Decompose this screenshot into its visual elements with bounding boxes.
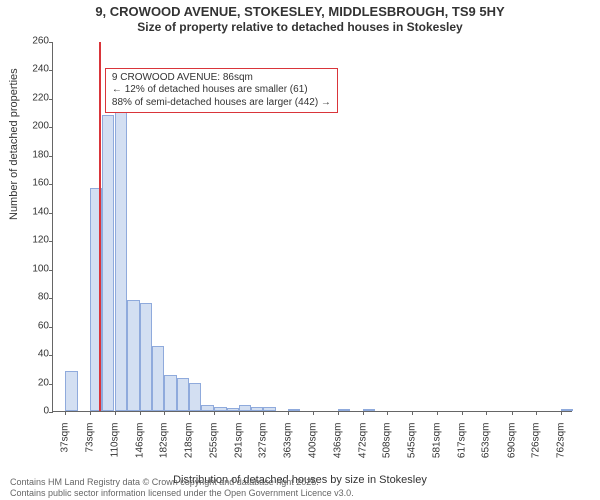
histogram-bar: [65, 371, 77, 411]
x-tick-label: 400sqm: [308, 423, 319, 459]
histogram-bar: [251, 407, 263, 411]
y-tick-mark: [49, 213, 53, 214]
histogram-bar: [363, 409, 375, 411]
histogram-bar: [227, 408, 239, 411]
footer-line: Contains HM Land Registry data © Crown c…: [10, 477, 354, 487]
x-tick-label: 110sqm: [110, 423, 121, 458]
x-tick-mark: [313, 411, 314, 415]
y-tick-mark: [49, 70, 53, 71]
y-tick-mark: [49, 355, 53, 356]
x-tick-mark: [140, 411, 141, 415]
histogram-bar: [164, 375, 176, 411]
x-tick-label: 726sqm: [531, 423, 542, 459]
x-tick-mark: [90, 411, 91, 415]
histogram-bar: [177, 378, 189, 411]
x-tick-label: 545sqm: [407, 423, 418, 459]
histogram-bar: [214, 407, 226, 411]
x-tick-label: 436sqm: [332, 423, 343, 459]
annotation-line: 88% of semi-detached houses are larger (…: [112, 97, 331, 110]
x-tick-mark: [239, 411, 240, 415]
y-axis-label: Number of detached properties: [8, 68, 20, 220]
x-tick-label: 327sqm: [258, 423, 269, 459]
annotation-line: ← 12% of detached houses are smaller (61…: [112, 84, 331, 97]
footer-attribution: Contains HM Land Registry data © Crown c…: [10, 477, 354, 498]
x-tick-label: 182sqm: [159, 423, 170, 459]
chart-title: 9, CROWOOD AVENUE, STOKESLEY, MIDDLESBRO…: [0, 4, 600, 20]
x-tick-mark: [363, 411, 364, 415]
x-tick-label: 37sqm: [60, 423, 71, 453]
x-tick-mark: [288, 411, 289, 415]
histogram-bar: [201, 405, 213, 411]
histogram-bar: [115, 112, 127, 411]
plot-area: 02040608010012014016018020022024026037sq…: [52, 42, 572, 412]
histogram-bar: [140, 303, 152, 411]
x-tick-label: 581sqm: [432, 423, 443, 459]
plot-wrap: 02040608010012014016018020022024026037sq…: [52, 42, 572, 412]
x-tick-mark: [189, 411, 190, 415]
chart-title-block: 9, CROWOOD AVENUE, STOKESLEY, MIDDLESBRO…: [0, 0, 600, 35]
x-tick-mark: [263, 411, 264, 415]
x-tick-mark: [512, 411, 513, 415]
x-tick-label: 472sqm: [357, 423, 368, 459]
x-tick-mark: [437, 411, 438, 415]
chart-subtitle: Size of property relative to detached ho…: [0, 20, 600, 35]
histogram-bar: [561, 409, 573, 411]
y-tick-mark: [49, 412, 53, 413]
histogram-bar: [152, 346, 164, 411]
x-tick-mark: [214, 411, 215, 415]
histogram-bar: [338, 409, 350, 411]
histogram-bar: [239, 405, 251, 411]
x-tick-mark: [536, 411, 537, 415]
histogram-bar: [102, 115, 114, 411]
x-tick-mark: [164, 411, 165, 415]
y-tick-mark: [49, 327, 53, 328]
annotation-line: 9 CROWOOD AVENUE: 86sqm: [112, 72, 331, 85]
y-tick-mark: [49, 241, 53, 242]
x-tick-mark: [115, 411, 116, 415]
x-tick-label: 690sqm: [506, 423, 517, 459]
x-tick-label: 762sqm: [555, 423, 566, 459]
histogram-bar: [263, 407, 275, 411]
y-tick-mark: [49, 270, 53, 271]
reference-line: [99, 42, 101, 411]
y-tick-mark: [49, 127, 53, 128]
x-tick-mark: [338, 411, 339, 415]
x-tick-label: 508sqm: [382, 423, 393, 459]
y-tick-mark: [49, 384, 53, 385]
x-tick-mark: [387, 411, 388, 415]
annotation-box: 9 CROWOOD AVENUE: 86sqm← 12% of detached…: [105, 68, 338, 114]
x-tick-mark: [561, 411, 562, 415]
x-tick-mark: [412, 411, 413, 415]
x-tick-label: 146sqm: [134, 423, 145, 459]
y-tick-mark: [49, 184, 53, 185]
y-tick-mark: [49, 298, 53, 299]
x-tick-mark: [486, 411, 487, 415]
footer-line: Contains public sector information licen…: [10, 488, 354, 498]
histogram-bar: [127, 300, 139, 411]
x-tick-label: 617sqm: [456, 423, 467, 459]
x-tick-label: 653sqm: [481, 423, 492, 459]
y-tick-mark: [49, 42, 53, 43]
x-tick-mark: [65, 411, 66, 415]
x-tick-label: 363sqm: [283, 423, 294, 459]
histogram-bar: [189, 383, 201, 411]
x-tick-mark: [462, 411, 463, 415]
x-tick-label: 73sqm: [84, 423, 95, 453]
y-tick-mark: [49, 156, 53, 157]
y-tick-mark: [49, 99, 53, 100]
x-tick-label: 291sqm: [233, 423, 244, 459]
y-tick-label: 0: [43, 406, 53, 417]
y-tick-label: 260: [32, 36, 53, 47]
x-tick-label: 255sqm: [209, 423, 220, 459]
histogram-bar: [288, 409, 300, 411]
x-tick-label: 218sqm: [183, 423, 194, 459]
